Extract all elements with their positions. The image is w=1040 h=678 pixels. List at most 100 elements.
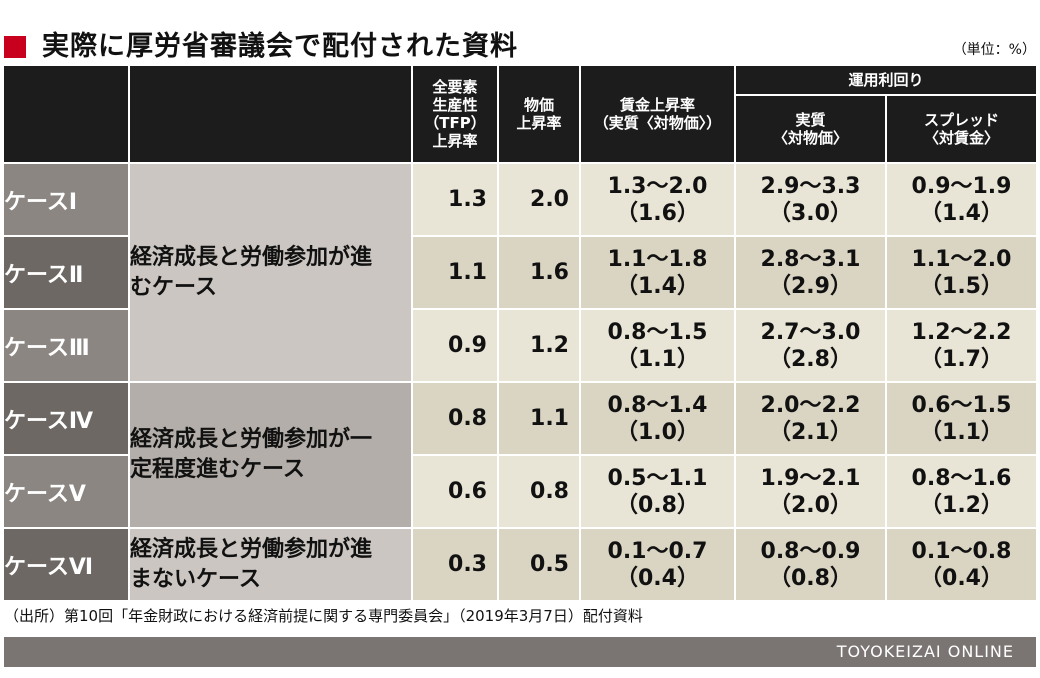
case-description-text: 経済成長と労働参加が進まないケース xyxy=(130,536,373,592)
table-row: ケースⅣ 経済成長と労働参加が一定程度進むケース 0.8 1.1 0.8～1.4… xyxy=(4,381,1037,527)
header-wage-line: （実質〈対物価〉） xyxy=(593,114,722,132)
case-label: ケースⅤ xyxy=(4,454,128,527)
header-price: 物価 上昇率 xyxy=(497,66,579,162)
yield-spread-mid: （1.5） xyxy=(920,273,1003,299)
tfp-cell: 1.1 xyxy=(411,235,497,308)
header-wage-line: 賃金上昇率 xyxy=(619,96,695,114)
case-description: 経済成長と労働参加が一定程度進むケース xyxy=(128,381,411,527)
price-cell: 1.1 xyxy=(497,381,579,454)
yield-real-range: 0.8～0.9 xyxy=(760,538,861,564)
yield-spread-mid: （0.4） xyxy=(920,565,1003,591)
tfp-cell: 1.3 xyxy=(411,162,497,235)
yield-spread-mid: （1.4） xyxy=(920,200,1003,226)
table-row: ケースⅤ 0.6 0.8 0.5～1.1 （0.8） 1.9～2.1 （2.0） 0… xyxy=(4,454,1037,527)
header-subrow: 実質 〈対物価〉 スプレッド 〈対賃金〉 xyxy=(4,96,1037,162)
header-tfp-line: 生産性 xyxy=(432,96,478,114)
case-label: ケースⅠ xyxy=(4,162,128,235)
wage-range: 0.5～1.1 xyxy=(607,465,708,491)
yield-real-cell: 0.8～0.9 （0.8） xyxy=(734,527,885,600)
wage-range: 0.1～0.7 xyxy=(607,538,708,564)
price-cell: 0.8 xyxy=(497,454,579,527)
yield-spread-range: 1.2～2.2 xyxy=(911,319,1012,345)
wage-cell: 0.8～1.4 （1.0） xyxy=(579,381,734,454)
case-description-text: 経済成長と労働参加が一定程度進むケース xyxy=(130,427,373,482)
yield-real-range: 2.7～3.0 xyxy=(760,319,861,345)
yield-spread-cell: 0.8～1.6 （1.2） xyxy=(885,454,1037,527)
header-yield-group: 運用利回り xyxy=(734,66,1037,96)
yield-spread-range: 0.9～1.9 xyxy=(911,173,1012,199)
case-label: ケースⅢ xyxy=(4,308,128,381)
footer-bar: TOYOKEIZAI ONLINE xyxy=(4,637,1036,667)
header-yield-real: 実質 〈対物価〉 xyxy=(734,96,885,162)
tfp-cell: 0.6 xyxy=(411,454,497,527)
table-row: ケースⅢ 0.9 1.2 0.8～1.5 （1.1） 2.7～3.0 （2.8） 1… xyxy=(4,308,1037,381)
wage-cell: 1.1～1.8 （1.4） xyxy=(579,235,734,308)
yield-spread-range: 0.8～1.6 xyxy=(911,465,1012,491)
case-description: 経済成長と労働参加が進まないケース xyxy=(128,527,411,600)
yield-spread-range: 0.6～1.5 xyxy=(911,392,1012,418)
economic-assumptions-table: 全要素 生産性 （TFP） 上昇率 物価 上昇率 賃金上昇率 （実質〈対物価〉）… xyxy=(4,66,1037,600)
yield-real-range: 1.9～2.1 xyxy=(760,465,861,491)
yield-real-cell: 2.8～3.1 （2.9） xyxy=(734,235,885,308)
case-description: 経済成長と労働参加が進むケース xyxy=(128,162,411,381)
brand-label: TOYOKEIZAI ONLINE xyxy=(836,642,1014,661)
wage-cell: 1.3～2.0 （1.6） xyxy=(579,162,734,235)
yield-real-mid: （2.8） xyxy=(769,346,852,372)
yield-real-cell: 2.7～3.0 （2.8） xyxy=(734,308,885,381)
wage-mid: （1.6） xyxy=(616,200,699,226)
header-yield-real-line: 〈対物価〉 xyxy=(772,129,848,147)
title-square-icon xyxy=(4,36,26,58)
wage-mid: （0.8） xyxy=(616,492,699,518)
yield-spread-cell: 0.1～0.8 （0.4） xyxy=(885,527,1037,600)
yield-real-cell: 2.9～3.3 （3.0） xyxy=(734,162,885,235)
tfp-cell: 0.3 xyxy=(411,527,497,600)
case-description-text: 経済成長と労働参加が進むケース xyxy=(130,244,373,300)
source-note: （出所）第10回「年金財政における経済前提に関する専門委員会」（2019年3月7… xyxy=(4,607,643,625)
title-bar: 実際に厚労省審議会で配付された資料 xyxy=(4,30,1036,64)
table-row: ケースⅡ 1.1 1.6 1.1～1.8 （1.4） 2.8～3.1 （2.9） 1… xyxy=(4,235,1037,308)
price-cell: 2.0 xyxy=(497,162,579,235)
header-desc-blank xyxy=(128,66,411,162)
wage-range: 1.1～1.8 xyxy=(607,246,708,272)
header-yield-spread: スプレッド 〈対賃金〉 xyxy=(885,96,1037,162)
wage-cell: 0.8～1.5 （1.1） xyxy=(579,308,734,381)
header-price-line: 物価 xyxy=(523,96,554,114)
wage-range: 0.8～1.5 xyxy=(607,319,708,345)
wage-mid: （0.4） xyxy=(616,565,699,591)
case-label: ケースⅡ xyxy=(4,235,128,308)
tfp-cell: 0.8 xyxy=(411,381,497,454)
yield-spread-mid: （1.2） xyxy=(920,492,1003,518)
wage-cell: 0.1～0.7 （0.4） xyxy=(579,527,734,600)
yield-real-mid: （3.0） xyxy=(769,200,852,226)
yield-real-range: 2.0～2.2 xyxy=(760,392,861,418)
header-yield-spread-line: 〈対賃金〉 xyxy=(924,129,1000,147)
header-tfp-line: （TFP） xyxy=(424,114,486,132)
yield-real-cell: 2.0～2.2 （2.1） xyxy=(734,381,885,454)
header-price-line: 上昇率 xyxy=(516,114,562,132)
header-row: 全要素 生産性 （TFP） 上昇率 物価 上昇率 賃金上昇率 （実質〈対物価〉）… xyxy=(4,66,1037,162)
wage-range: 1.3～2.0 xyxy=(607,173,708,199)
yield-spread-cell: 0.9～1.9 （1.4） xyxy=(885,162,1037,235)
yield-spread-mid: （1.1） xyxy=(920,419,1003,445)
header-tfp-line: 上昇率 xyxy=(432,132,478,150)
yield-real-range: 2.8～3.1 xyxy=(760,246,861,272)
yield-spread-cell: 1.1～2.0 （1.5） xyxy=(885,235,1037,308)
wage-mid: （1.4） xyxy=(616,273,699,299)
price-cell: 1.6 xyxy=(497,235,579,308)
tfp-cell: 0.9 xyxy=(411,308,497,381)
wage-range: 0.8～1.4 xyxy=(607,392,708,418)
price-cell: 1.2 xyxy=(497,308,579,381)
header-wage: 賃金上昇率 （実質〈対物価〉） xyxy=(579,66,734,162)
price-cell: 0.5 xyxy=(497,527,579,600)
yield-spread-range: 1.1～2.0 xyxy=(911,246,1012,272)
yield-spread-mid: （1.7） xyxy=(920,346,1003,372)
wage-mid: （1.1） xyxy=(616,346,699,372)
chart-title: 実際に厚労省審議会で配付された資料 xyxy=(42,31,518,62)
yield-spread-range: 0.1～0.8 xyxy=(911,538,1012,564)
unit-label: （単位：%） xyxy=(952,42,1036,58)
yield-real-cell: 1.9～2.1 （2.0） xyxy=(734,454,885,527)
yield-real-mid: （2.1） xyxy=(769,419,852,445)
yield-real-mid: （2.9） xyxy=(769,273,852,299)
header-tfp-line: 全要素 xyxy=(432,78,478,96)
yield-spread-cell: 0.6～1.5 （1.1） xyxy=(885,381,1037,454)
